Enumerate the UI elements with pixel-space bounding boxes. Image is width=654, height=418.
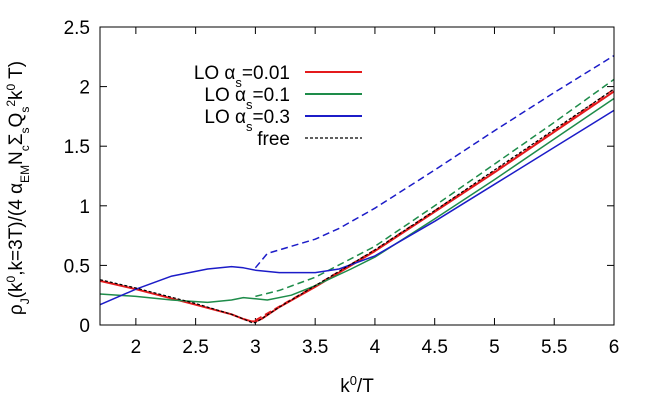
y-axis-label-part: s: [18, 107, 32, 113]
x-tick-label: 2.5: [182, 337, 208, 358]
legend-label: LO αs=0.1: [204, 85, 290, 112]
y-axis-label-part: k: [6, 90, 27, 100]
x-tick-label: 3.5: [302, 337, 328, 358]
y-axis-label-part: EM: [18, 165, 32, 183]
legend-label-suffix: =0.1: [252, 85, 290, 106]
y-axis-label-part: 0: [4, 83, 18, 90]
y-tick-label: 2: [79, 78, 90, 99]
series-line-3: [255, 78, 615, 298]
y-axis-label-part: ,k=3T)/(4 α: [6, 183, 27, 276]
x-axis-label-tail: /T: [357, 376, 374, 397]
legend-label-prefix: free: [257, 129, 290, 150]
plot-series: [99, 54, 615, 324]
y-axis-label-part: (k: [6, 282, 27, 298]
legend-label-prefix: LO α: [204, 107, 246, 128]
legend-label-sub: s: [246, 119, 253, 134]
legend-label-suffix: =0.01: [242, 63, 290, 84]
y-axis-label-part: s: [18, 127, 32, 133]
y-axis-label-part: 2: [4, 100, 18, 107]
y-axis-label-part: Σ: [6, 133, 27, 145]
y-axis-label-part: c: [18, 145, 32, 151]
plot-frame: [99, 26, 615, 326]
y-tick-label: 1: [79, 197, 90, 218]
series-line-1: [255, 88, 615, 321]
y-axis-label: ρJ(k0,k=3T)/(4 αEMNcΣsQs2k0 T): [4, 61, 32, 315]
y-axis-label-part: J: [18, 298, 32, 304]
legend-label: LO αs=0.3: [204, 107, 290, 134]
y-tick-label: 0.5: [64, 256, 90, 277]
series-line-6: [99, 88, 615, 324]
legend-label: free: [257, 129, 290, 150]
x-tick-label: 5: [489, 337, 500, 358]
legend-label-sub: s: [246, 97, 253, 112]
legend-label-prefix: LO α: [194, 63, 236, 84]
y-tick-label: 0: [79, 316, 90, 337]
x-axis-label-sup: 0: [350, 373, 357, 388]
legend-label: LO αs=0.01: [194, 63, 290, 90]
legend-label-sub: s: [235, 75, 242, 90]
x-axis-label-main: k: [340, 376, 350, 397]
x-tick-label: 5.5: [541, 337, 567, 358]
series-line-4: [99, 109, 615, 306]
y-tick-label: 2.5: [64, 18, 90, 39]
series-line-0: [99, 90, 615, 323]
x-tick-label: 4: [370, 337, 381, 358]
series-line-2: [99, 97, 615, 304]
x-tick-label: 6: [609, 337, 620, 358]
x-tick-label: 4.5: [421, 337, 447, 358]
y-axis-label-part: T): [6, 61, 27, 84]
y-axis-label-part: ρ: [6, 304, 27, 315]
x-tick-label: 2: [131, 337, 142, 358]
y-tick-label: 1.5: [64, 137, 90, 158]
series-line-5: [254, 54, 615, 269]
y-axis-label-part: Q: [6, 113, 27, 128]
y-axis-label-part: 0: [4, 275, 18, 282]
y-tick-labels: 0 0.5 1 1.5 2 2.5: [64, 18, 90, 337]
legend-label-suffix: =0.3: [252, 107, 290, 128]
x-tick-label: 3: [250, 337, 261, 358]
x-axis-label: k0/T: [340, 373, 374, 398]
y-axis-label-part: N: [6, 151, 27, 165]
x-tick-labels: 2 2.5 3 3.5 4 4.5 5 5.5 6: [131, 337, 620, 358]
legend-label-prefix: LO α: [204, 85, 246, 106]
